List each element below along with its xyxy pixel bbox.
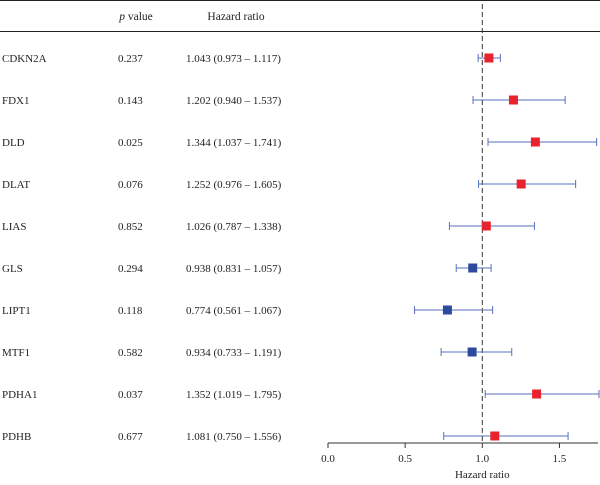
p-value-label: 0.677 bbox=[118, 431, 143, 443]
p-value-label: 0.852 bbox=[118, 221, 143, 233]
hazard-ratio-label: 1.252 (0.976 – 1.605) bbox=[186, 179, 282, 191]
gene-label: LIPT1 bbox=[2, 305, 31, 317]
x-tick-label: 0.0 bbox=[321, 453, 335, 465]
x-tick-label: 1.0 bbox=[475, 453, 489, 465]
hr-point-marker bbox=[516, 179, 526, 189]
gene-label: DLAT bbox=[2, 179, 30, 191]
gene-label: DLD bbox=[2, 137, 25, 149]
forest-row: PDHA1 0.037 1.352 (1.019 – 1.795) bbox=[2, 389, 600, 401]
gene-label: PDHA1 bbox=[2, 389, 37, 401]
p-value-label: 0.237 bbox=[118, 53, 143, 65]
hr-point-marker bbox=[468, 263, 478, 273]
gene-label: CDKN2A bbox=[2, 53, 47, 65]
forest-row: FDX1 0.143 1.202 (0.940 – 1.537) bbox=[2, 95, 566, 107]
forest-row: DLD 0.025 1.344 (1.037 – 1.741) bbox=[2, 137, 598, 149]
hazard-ratio-label: 1.344 (1.037 – 1.741) bbox=[186, 137, 282, 149]
x-tick-label: 0.5 bbox=[398, 453, 412, 465]
hr-point-marker bbox=[530, 137, 540, 147]
p-value-label: 0.076 bbox=[118, 179, 143, 191]
p-value-label: 0.294 bbox=[118, 263, 143, 275]
hr-point-marker bbox=[467, 347, 477, 357]
hr-point-marker bbox=[481, 221, 491, 231]
hazard-ratio-label: 0.938 (0.831 – 1.057) bbox=[186, 263, 282, 275]
x-tick-label: 1.5 bbox=[553, 453, 567, 465]
header-hazard-ratio: Hazard ratio bbox=[207, 11, 264, 23]
hazard-ratio-label: 1.043 (0.973 – 1.117) bbox=[186, 53, 281, 65]
p-value-label: 0.118 bbox=[118, 305, 143, 317]
forest-row: PDHB 0.677 1.081 (0.750 – 1.556) bbox=[2, 431, 569, 443]
header-p-value: p value bbox=[118, 11, 153, 23]
hr-point-marker bbox=[484, 53, 494, 63]
gene-label: MTF1 bbox=[2, 347, 30, 359]
hr-point-marker bbox=[490, 431, 500, 441]
hr-point-marker bbox=[442, 305, 452, 315]
p-value-label: 0.037 bbox=[118, 389, 143, 401]
forest-row: LIAS 0.852 1.026 (0.787 – 1.338) bbox=[2, 221, 535, 233]
gene-label: FDX1 bbox=[2, 95, 30, 107]
gene-label: PDHB bbox=[2, 431, 31, 443]
forest-row: GLS 0.294 0.938 (0.831 – 1.057) bbox=[2, 263, 492, 275]
forest-row: DLAT 0.076 1.252 (0.976 – 1.605) bbox=[2, 179, 577, 191]
forest-row: CDKN2A 0.237 1.043 (0.973 – 1.117) bbox=[2, 53, 501, 65]
hazard-ratio-label: 1.352 (1.019 – 1.795) bbox=[186, 389, 282, 401]
gene-label: LIAS bbox=[2, 221, 26, 233]
hr-point-marker bbox=[508, 95, 518, 105]
p-value-label: 0.582 bbox=[118, 347, 143, 359]
p-value-label: 0.025 bbox=[118, 137, 143, 149]
p-value-label: 0.143 bbox=[118, 95, 143, 107]
hazard-ratio-label: 0.934 (0.733 – 1.191) bbox=[186, 347, 282, 359]
hazard-ratio-label: 1.202 (0.940 – 1.537) bbox=[186, 95, 282, 107]
forest-row: LIPT1 0.118 0.774 (0.561 – 1.067) bbox=[2, 305, 494, 317]
gene-label: GLS bbox=[2, 263, 23, 275]
forest-row: MTF1 0.582 0.934 (0.733 – 1.191) bbox=[2, 347, 513, 359]
hazard-ratio-label: 1.081 (0.750 – 1.556) bbox=[186, 431, 282, 443]
x-axis-label: Hazard ratio bbox=[455, 469, 510, 481]
hazard-ratio-label: 1.026 (0.787 – 1.338) bbox=[186, 221, 282, 233]
hr-point-marker bbox=[532, 389, 542, 399]
hazard-ratio-label: 0.774 (0.561 – 1.067) bbox=[186, 305, 282, 317]
